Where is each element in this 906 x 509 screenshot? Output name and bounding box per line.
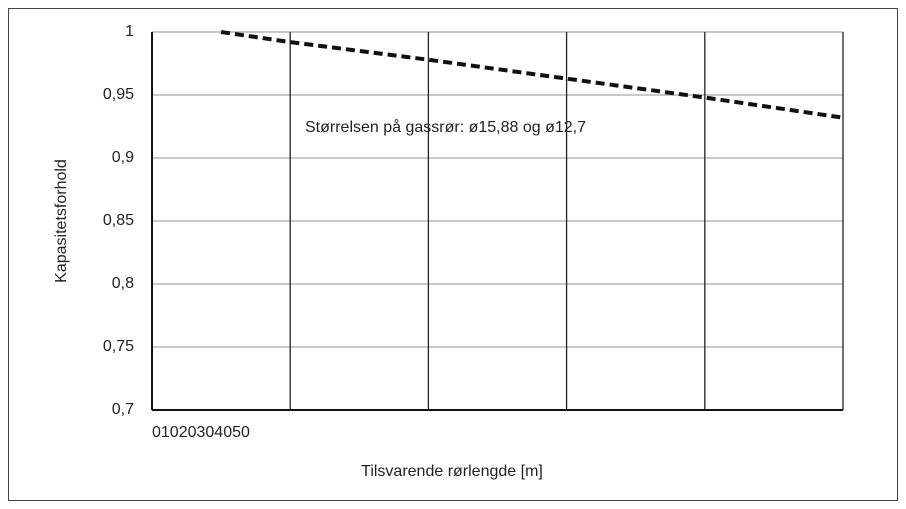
x-axis-label: Tilsvarende rørlengde [m] (361, 463, 543, 480)
y-axis-label: Kapasitetsforhold (53, 159, 70, 283)
x-tick-label: 20 (179, 424, 197, 441)
y-tick-label: 0,7 (112, 401, 134, 418)
y-tick-label: 0,9 (112, 149, 134, 166)
y-tick-label: 0,85 (103, 212, 134, 229)
x-tick-label: 40 (214, 424, 232, 441)
x-tick-label: 50 (232, 424, 250, 441)
y-tick-label: 0,75 (103, 338, 134, 355)
x-tick-label: 10 (161, 424, 179, 441)
y-tick-label: 1 (125, 23, 134, 40)
x-tick-label: 30 (197, 424, 215, 441)
x-tick-label: 0 (152, 424, 161, 441)
data-line (220, 30, 844, 120)
annotation: Størrelsen på gassrør: ø15,88 og ø12,7 (305, 118, 586, 136)
y-tick-label: 0,8 (112, 275, 134, 292)
frame (8, 8, 898, 501)
y-tick-label: 0,95 (103, 86, 134, 103)
